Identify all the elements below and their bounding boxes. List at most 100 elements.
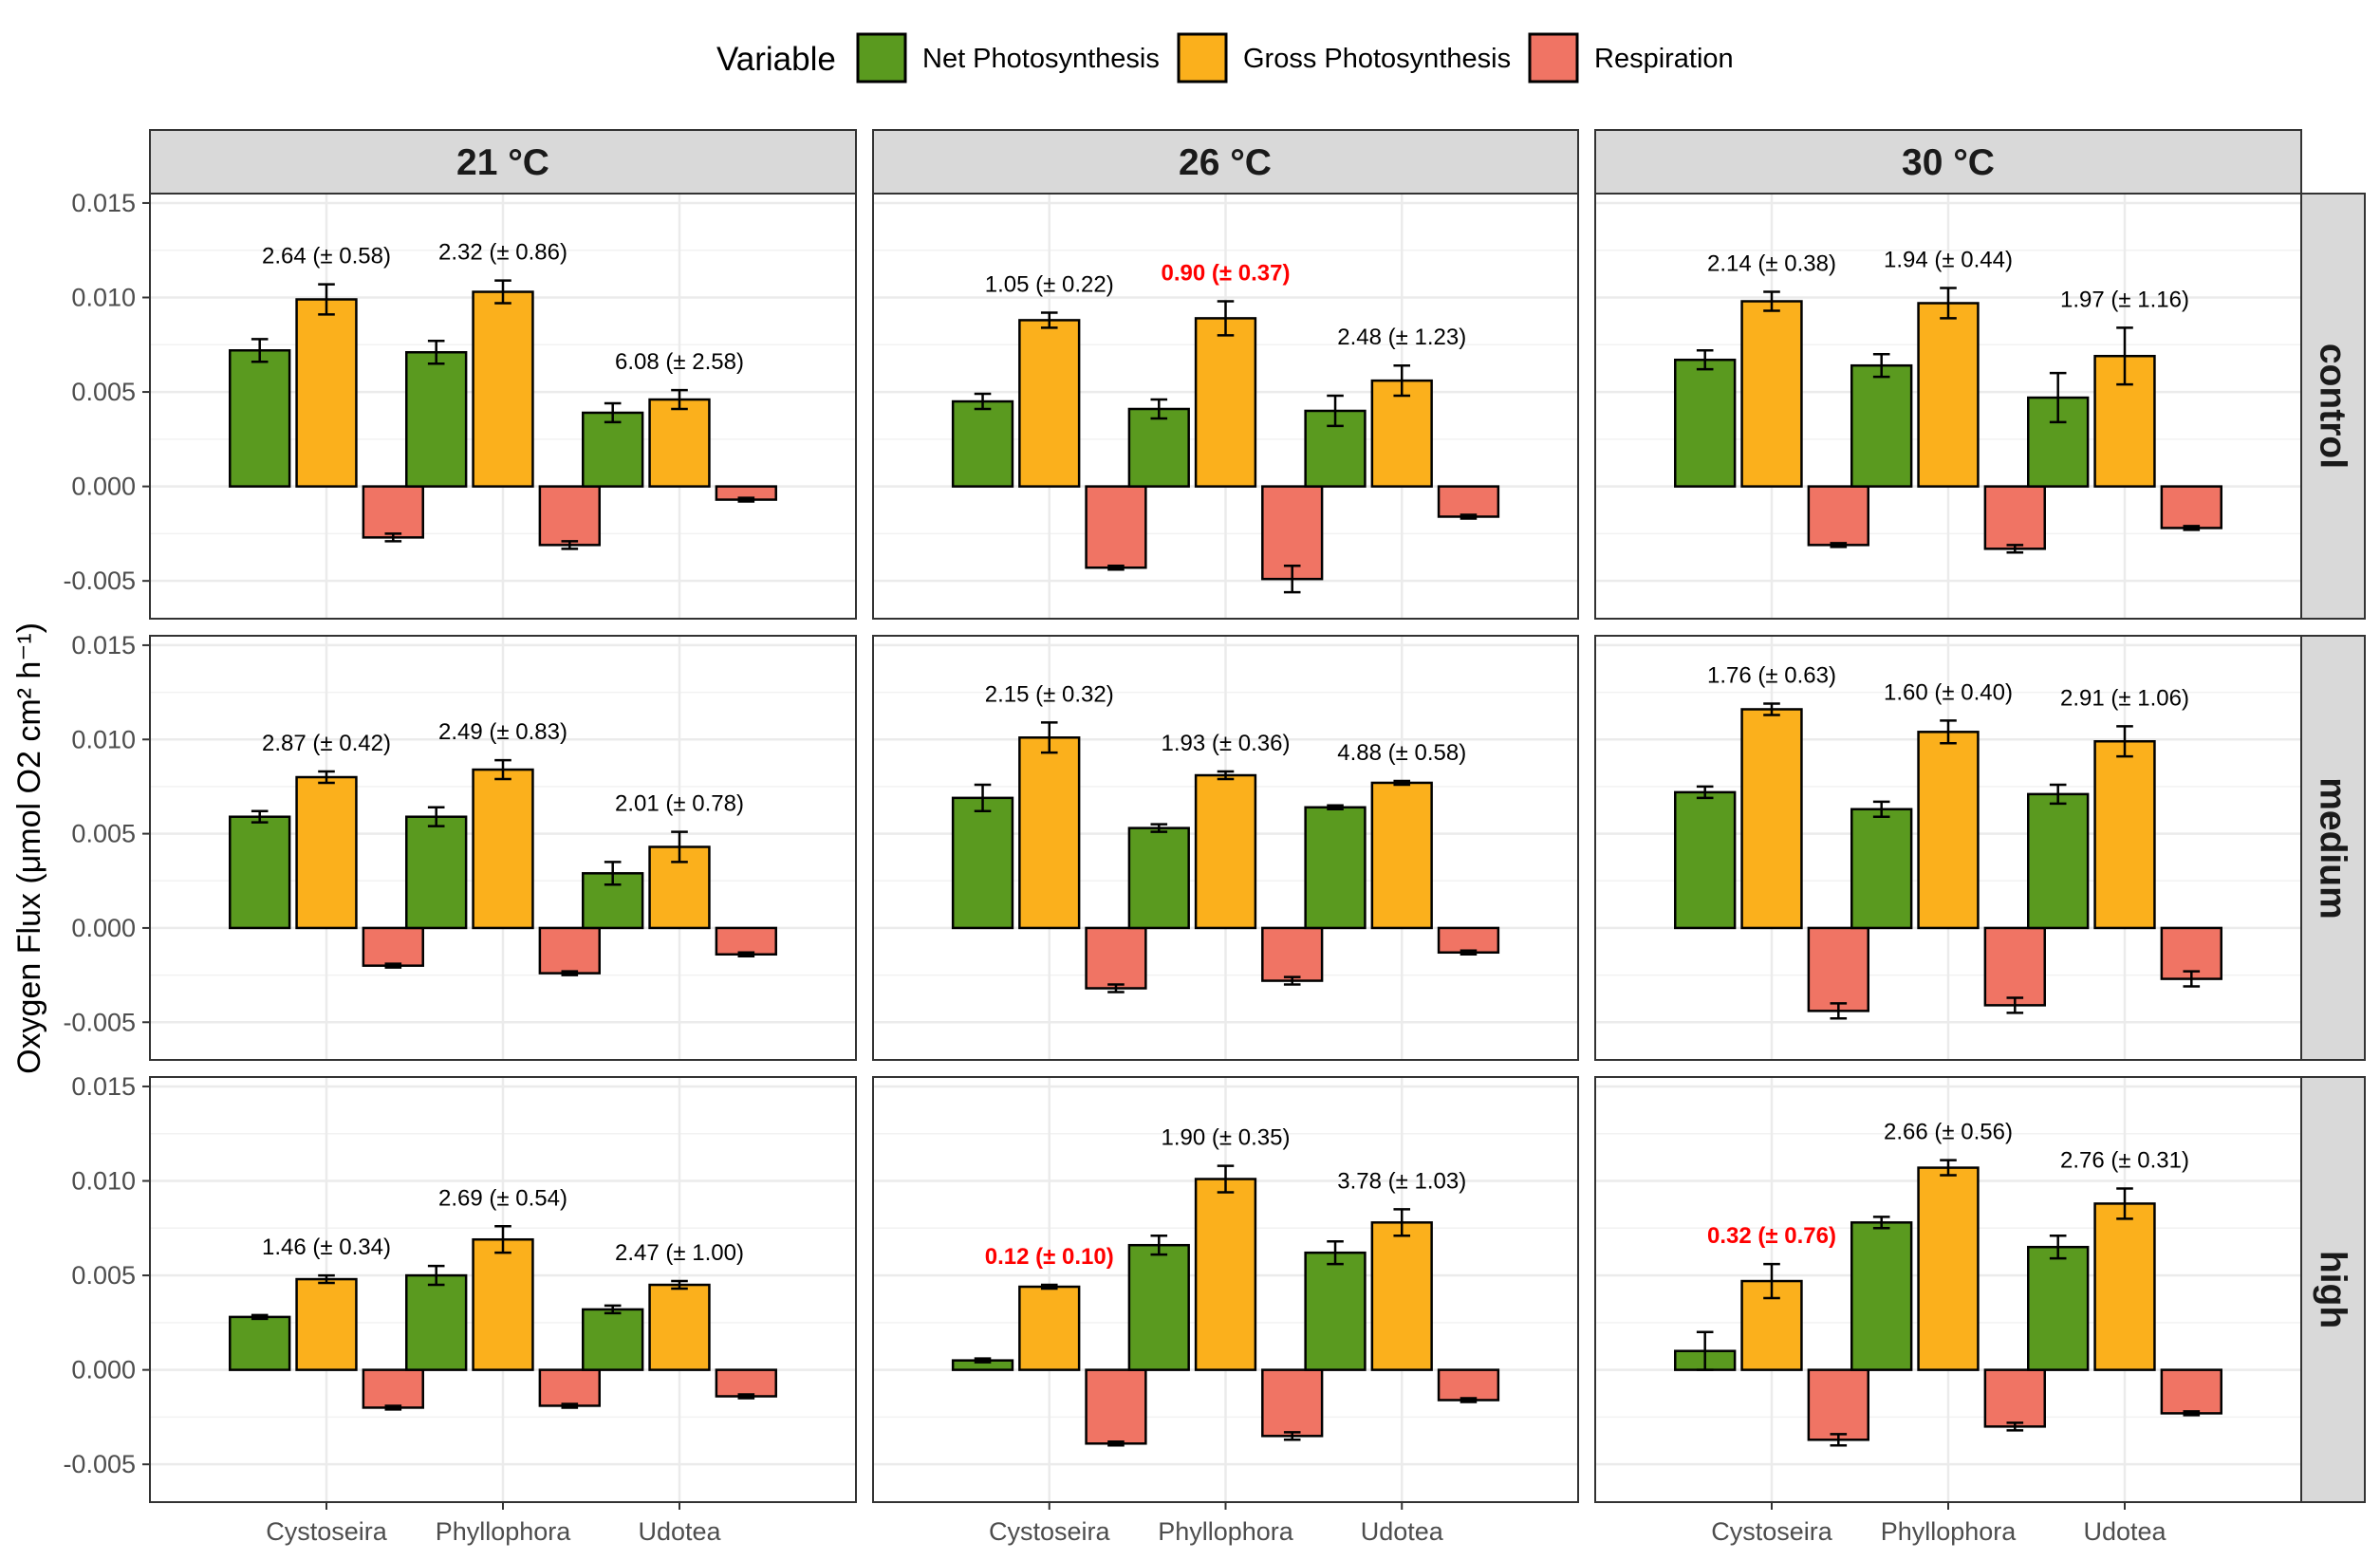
gross-bar-phyllophora <box>472 768 534 930</box>
panel-medium-0: 2.87 (± 0.42) 2.49 (± 0.83) 2.01 (± 0.78) <box>149 635 857 1061</box>
data-label-cystoseira: 1.05 (± 0.22) <box>985 271 1114 297</box>
resp-bar-cystoseira <box>362 485 424 539</box>
net-bar-phyllophora <box>1850 1221 1913 1371</box>
y-tick-label: 0.000 <box>71 914 136 942</box>
panel-border <box>1594 635 2302 1061</box>
data-label-udotea: 3.78 (± 1.03) <box>1337 1168 1466 1194</box>
resp-bar-udotea <box>1437 1368 1500 1402</box>
gross-bar-cystoseira <box>1740 300 1803 488</box>
error-bar <box>561 540 579 550</box>
error-bar <box>737 951 755 957</box>
error-bar <box>1217 300 1235 337</box>
strip-col-0 <box>149 129 857 195</box>
error-bar <box>1283 975 1301 986</box>
x-axes: Cystoseira Phyllophora Udotea Cystoseira Phy… <box>266 1502 2167 1546</box>
error-bar <box>1040 1283 1058 1291</box>
error-bar <box>1460 513 1478 520</box>
resp-bar-cystoseira <box>1085 1368 1147 1445</box>
gross-bar-cystoseira <box>1018 1285 1081 1371</box>
error-bar <box>1217 770 1235 781</box>
resp-bar-cystoseira <box>362 926 424 967</box>
error-bar <box>1940 1159 1957 1177</box>
y-axes: -0.005 0.000 0.005 0.010 0.015 -0.005 0.000 0.0… <box>63 189 150 1478</box>
gross-bar-phyllophora <box>1917 302 1980 488</box>
error-bar <box>384 962 402 969</box>
error-bar <box>1696 1330 1714 1371</box>
x-tick-label: Cystoseira <box>989 1517 1111 1546</box>
x-tick-label: Phyllophora <box>1881 1517 2017 1546</box>
error-bar <box>384 1404 402 1411</box>
net-bar-phyllophora <box>405 351 468 488</box>
resp-bar-cystoseira <box>1807 1368 1869 1441</box>
error-bar <box>1327 394 1344 428</box>
error-bar <box>1830 1002 1848 1020</box>
data-label-udotea: 6.08 (± 2.58) <box>615 349 744 375</box>
y-tick-label: 0.010 <box>71 725 136 753</box>
net-bar-phyllophora <box>1850 808 1913 930</box>
error-bar <box>318 283 335 316</box>
error-bar <box>494 279 511 305</box>
error-bar <box>1217 1164 1235 1194</box>
legend-key-gross <box>1177 32 1228 84</box>
data-label-phyllophora: 1.90 (± 0.35) <box>1162 1125 1291 1151</box>
strip-col-1 <box>872 129 1579 195</box>
net-bar-udotea <box>2027 1245 2090 1371</box>
y-axis-label: Oxygen Flux (μmol O2 cm² h⁻¹) <box>11 622 47 1074</box>
gross-bar-cystoseira <box>1740 708 1803 930</box>
error-bar <box>2116 326 2133 386</box>
error-bar <box>318 770 335 785</box>
error-bar <box>604 1304 622 1315</box>
strip-label-row-2: high <box>2313 1251 2353 1328</box>
panel-control-2: 2.14 (± 0.38) 1.94 (± 0.44) 1.97 (± 1.16) <box>1594 193 2302 620</box>
strip-row-1 <box>2300 635 2366 1061</box>
error-bar <box>427 340 445 365</box>
gross-bar-phyllophora <box>1194 1178 1257 1371</box>
error-bar <box>1107 1440 1125 1447</box>
error-bar <box>1327 1239 1344 1266</box>
legend: Variable Net Photosynthesis Gross Photos… <box>716 32 1734 84</box>
resp-bar-phyllophora <box>1983 485 2046 550</box>
error-bar <box>1150 823 1168 833</box>
error-bar <box>1763 1262 1780 1300</box>
y-tick-label: 0.015 <box>71 631 136 659</box>
gross-bar-udotea <box>1370 1221 1433 1371</box>
error-bar <box>2183 970 2201 988</box>
resp-bar-phyllophora <box>1983 926 2046 1007</box>
panel-border <box>149 193 857 620</box>
gross-bar-cystoseira <box>295 1277 358 1371</box>
error-bar <box>1763 290 1780 312</box>
error-bar <box>1107 983 1125 994</box>
panel-border <box>872 193 1579 620</box>
net-bar-phyllophora <box>1127 1243 1190 1371</box>
strip-col-2 <box>1594 129 2302 195</box>
error-bar <box>1283 564 1301 594</box>
gross-bar-udotea <box>648 1283 711 1371</box>
resp-bar-cystoseira <box>1085 485 1147 569</box>
error-bar <box>1393 1208 1411 1237</box>
error-bar <box>427 1264 445 1287</box>
error-bar <box>1393 779 1411 787</box>
x-tick-label: Cystoseira <box>266 1517 388 1546</box>
x-tick-label: Cystoseira <box>1711 1517 1833 1546</box>
error-bar <box>671 1279 688 1291</box>
legend-key-resp <box>1528 32 1579 84</box>
error-bar <box>1830 542 1848 548</box>
resp-bar-phyllophora <box>1983 1368 2046 1428</box>
resp-bar-phyllophora <box>1261 926 1324 982</box>
column-strips: 21 °C 26 °C 30 °C <box>149 129 2302 195</box>
x-tick-label: Phyllophora <box>436 1517 572 1546</box>
y-tick-label: -0.005 <box>63 1008 136 1036</box>
error-bar <box>737 1393 755 1400</box>
gross-bar-phyllophora <box>1917 731 1980 930</box>
y-tick-label: 0.015 <box>71 1072 136 1101</box>
error-bar <box>1940 287 1957 320</box>
error-bar <box>1872 1216 1890 1230</box>
error-bar <box>974 1357 992 1364</box>
error-bar <box>2049 783 2067 806</box>
resp-bar-phyllophora <box>1261 485 1324 581</box>
error-bar <box>974 783 992 813</box>
data-label-phyllophora: 1.94 (± 0.44) <box>1884 248 2013 273</box>
data-label-cystoseira: 1.76 (± 0.63) <box>1707 663 1836 689</box>
resp-bar-cystoseira <box>362 1368 424 1409</box>
error-bar <box>494 758 511 781</box>
